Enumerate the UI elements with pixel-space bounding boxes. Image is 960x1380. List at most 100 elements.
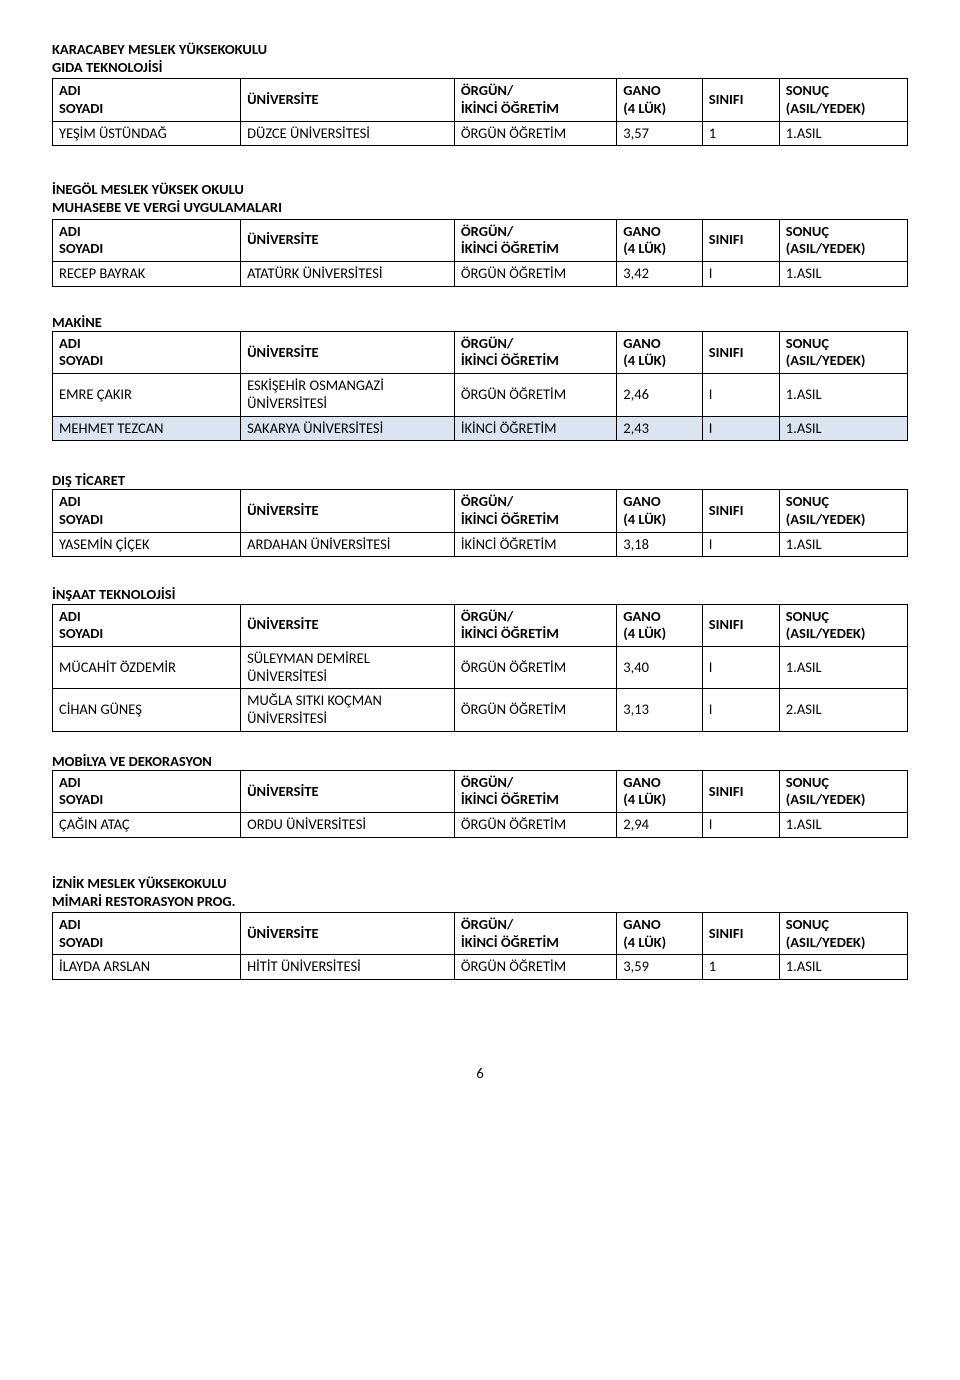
table-cell: İKİNCİ ÖĞRETİM [454, 416, 616, 441]
section-gap [52, 287, 908, 313]
table-cell: ORDU ÜNİVERSİTESİ [241, 813, 455, 838]
document-body: KARACABEY MESLEK YÜKSEKOKULUGIDA TEKNOLO… [52, 40, 908, 1008]
table-cell: 1.ASIL [779, 121, 907, 146]
table-cell: YASEMİN ÇİÇEK [53, 532, 241, 557]
column-header: ÖRGÜN/İKİNCİ ÖĞRETİM [454, 219, 616, 261]
table-cell: 2,94 [617, 813, 703, 838]
table-cell: I [702, 416, 779, 441]
column-header: ADISOYADI [53, 490, 241, 532]
column-header: ÜNİVERSİTE [241, 604, 455, 646]
table-row: CİHAN GÜNEŞMUĞLA SITKI KOÇMAN ÜNİVERSİTE… [53, 689, 908, 731]
column-header: ÜNİVERSİTE [241, 913, 455, 955]
table-cell: 2,43 [617, 416, 703, 441]
table-header-row: ADISOYADIÜNİVERSİTEÖRGÜN/İKİNCİ ÖĞRETİMG… [53, 219, 908, 261]
table-cell: I [702, 689, 779, 731]
column-header: ÜNİVERSİTE [241, 490, 455, 532]
table-cell: ÖRGÜN ÖĞRETİM [454, 261, 616, 286]
data-table: ADISOYADIÜNİVERSİTEÖRGÜN/İKİNCİ ÖĞRETİMG… [52, 770, 908, 838]
column-header: GANO(4 LÜK) [617, 770, 703, 812]
column-header: GANO(4 LÜK) [617, 604, 703, 646]
table-cell: I [702, 374, 779, 416]
data-table: ADISOYADIÜNİVERSİTEÖRGÜN/İKİNCİ ÖĞRETİMG… [52, 331, 908, 441]
column-header: SINIFI [702, 79, 779, 121]
section-heading: DIŞ TİCARET [52, 471, 908, 489]
table-cell: SÜLEYMAN DEMİREL ÜNİVERSİTESİ [241, 646, 455, 688]
table-cell: 1.ASIL [779, 416, 907, 441]
table-cell: 1.ASIL [779, 646, 907, 688]
table-row: MÜCAHİT ÖZDEMİRSÜLEYMAN DEMİREL ÜNİVERSİ… [53, 646, 908, 688]
section-heading: İNEGÖL MESLEK YÜKSEK OKULU [52, 180, 908, 198]
table-cell: MÜCAHİT ÖZDEMİR [53, 646, 241, 688]
column-header: GANO(4 LÜK) [617, 219, 703, 261]
table-cell: 1 [702, 121, 779, 146]
section-heading: MOBİLYA VE DEKORASYON [52, 752, 908, 770]
column-header: ÖRGÜN/İKİNCİ ÖĞRETİM [454, 770, 616, 812]
column-header: GANO(4 LÜK) [617, 79, 703, 121]
table-row: RECEP BAYRAKATATÜRK ÜNİVERSİTESİÖRGÜN ÖĞ… [53, 261, 908, 286]
column-header: SONUÇ(ASIL/YEDEK) [779, 331, 907, 373]
table-cell: ÖRGÜN ÖĞRETİM [454, 374, 616, 416]
table-cell: İLAYDA ARSLAN [53, 955, 241, 980]
column-header: SONUÇ(ASIL/YEDEK) [779, 770, 907, 812]
column-header: ÜNİVERSİTE [241, 770, 455, 812]
table-cell: I [702, 532, 779, 557]
table-cell: HİTİT ÜNİVERSİTESİ [241, 955, 455, 980]
table-row: YASEMİN ÇİÇEKARDAHAN ÜNİVERSİTESİİKİNCİ … [53, 532, 908, 557]
table-cell: ÖRGÜN ÖĞRETİM [454, 121, 616, 146]
table-cell: 1.ASIL [779, 261, 907, 286]
column-header: SINIFI [702, 913, 779, 955]
section-gap [52, 557, 908, 585]
table-cell: CİHAN GÜNEŞ [53, 689, 241, 731]
section-heading: MAKİNE [52, 313, 908, 331]
section-heading: İNŞAAT TEKNOLOJİSİ [52, 585, 908, 603]
column-header: SINIFI [702, 604, 779, 646]
column-header: ADISOYADI [53, 604, 241, 646]
table-cell: 1.ASIL [779, 813, 907, 838]
section-gap [52, 732, 908, 752]
data-table: ADISOYADIÜNİVERSİTEÖRGÜN/İKİNCİ ÖĞRETİMG… [52, 912, 908, 980]
table-header-row: ADISOYADIÜNİVERSİTEÖRGÜN/İKİNCİ ÖĞRETİMG… [53, 331, 908, 373]
table-cell: ÖRGÜN ÖĞRETİM [454, 813, 616, 838]
table-cell: 3,42 [617, 261, 703, 286]
table-cell: 1.ASIL [779, 532, 907, 557]
column-header: SONUÇ(ASIL/YEDEK) [779, 604, 907, 646]
table-row: İLAYDA ARSLANHİTİT ÜNİVERSİTESİÖRGÜN ÖĞR… [53, 955, 908, 980]
table-cell: 2,46 [617, 374, 703, 416]
table-cell: SAKARYA ÜNİVERSİTESİ [241, 416, 455, 441]
page-number: 6 [52, 1064, 908, 1082]
column-header: ADISOYADI [53, 913, 241, 955]
column-header: ADISOYADI [53, 79, 241, 121]
column-header: SINIFI [702, 770, 779, 812]
column-header: ÜNİVERSİTE [241, 79, 455, 121]
table-cell: ESKİŞEHİR OSMANGAZİ ÜNİVERSİTESİ [241, 374, 455, 416]
column-header: ÖRGÜN/İKİNCİ ÖĞRETİM [454, 604, 616, 646]
section-heading: KARACABEY MESLEK YÜKSEKOKULU [52, 40, 908, 58]
data-table: ADISOYADIÜNİVERSİTEÖRGÜN/İKİNCİ ÖĞRETİMG… [52, 78, 908, 146]
table-cell: YEŞİM ÜSTÜNDAĞ [53, 121, 241, 146]
table-header-row: ADISOYADIÜNİVERSİTEÖRGÜN/İKİNCİ ÖĞRETİMG… [53, 490, 908, 532]
column-header: GANO(4 LÜK) [617, 331, 703, 373]
table-header-row: ADISOYADIÜNİVERSİTEÖRGÜN/İKİNCİ ÖĞRETİMG… [53, 604, 908, 646]
table-cell: I [702, 261, 779, 286]
table-cell: 2.ASIL [779, 689, 907, 731]
table-cell: ATATÜRK ÜNİVERSİTESİ [241, 261, 455, 286]
section-gap [52, 838, 908, 874]
section-gap [52, 146, 908, 180]
column-header: ÖRGÜN/İKİNCİ ÖĞRETİM [454, 490, 616, 532]
section-subheading: MİMARİ RESTORASYON PROG. [52, 892, 908, 910]
column-header: SINIFI [702, 490, 779, 532]
table-cell: 3,57 [617, 121, 703, 146]
table-cell: MUĞLA SITKI KOÇMAN ÜNİVERSİTESİ [241, 689, 455, 731]
column-header: GANO(4 LÜK) [617, 913, 703, 955]
table-cell: EMRE ÇAKIR [53, 374, 241, 416]
column-header: SONUÇ(ASIL/YEDEK) [779, 219, 907, 261]
section-gap [52, 441, 908, 471]
table-row: MEHMET TEZCANSAKARYA ÜNİVERSİTESİİKİNCİ … [53, 416, 908, 441]
column-header: SONUÇ(ASIL/YEDEK) [779, 913, 907, 955]
column-header: ÖRGÜN/İKİNCİ ÖĞRETİM [454, 331, 616, 373]
column-header: SONUÇ(ASIL/YEDEK) [779, 490, 907, 532]
column-header: ÜNİVERSİTE [241, 331, 455, 373]
column-header: GANO(4 LÜK) [617, 490, 703, 532]
column-header: ADISOYADI [53, 331, 241, 373]
column-header: ÜNİVERSİTE [241, 219, 455, 261]
